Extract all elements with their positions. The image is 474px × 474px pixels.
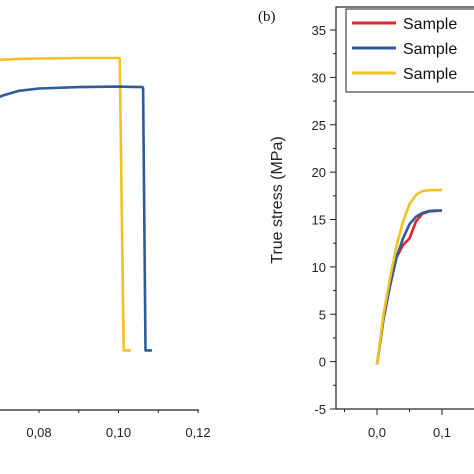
panel-b-label: (b) [258, 9, 276, 25]
panel-b-y-tick-label: 5 [319, 307, 326, 322]
legend-entry-label: Sample [403, 16, 457, 33]
panel-b-y-tick-label: 20 [312, 165, 326, 180]
panel-b-y-tick-label: 30 [312, 70, 326, 85]
legend-entry-label: Sample [403, 66, 457, 83]
panel-b-series-0-line [375, 209, 443, 365]
panel-b-legend: Sample Sample Sample [345, 8, 474, 93]
panel-a-chart: 0,08 0,10 0,12 [0, 56, 211, 440]
panel-a-x-tick-label: 0,10 [106, 425, 131, 440]
panel-b-series-2-line [375, 188, 442, 365]
panel-b-chart: -5 0 5 10 15 20 25 30 35 0,0 0,1 True stress (MPa) (… [258, 6, 474, 440]
panel-b-x-tick-label: 0,1 [433, 425, 451, 440]
panel-b-x-tick-label: 0,0 [368, 425, 386, 440]
panel-b-y-tick-label: 0 [319, 355, 326, 370]
panel-a-x-tick-label: 0,12 [185, 425, 210, 440]
panel-b-plot-frame [335, 6, 474, 410]
panel-b-y-tick-label: 15 [312, 213, 326, 228]
panel-b-y-axis-label: True stress (MPa) [269, 136, 286, 263]
legend-entry-label: Sample [403, 41, 457, 58]
panel-b-y-tick-label: -5 [314, 402, 326, 417]
panel-b-y-tick-label: 10 [312, 260, 326, 275]
panel-b-series-1-line [375, 209, 442, 365]
panel-a-series-0-line [0, 56, 131, 352]
panel-a-x-tick-label: 0,08 [26, 425, 51, 440]
panel-b-y-tick-label: 35 [312, 23, 326, 38]
panel-b-y-tick-label: 25 [312, 118, 326, 133]
panel-a-series-1-line [0, 85, 152, 352]
